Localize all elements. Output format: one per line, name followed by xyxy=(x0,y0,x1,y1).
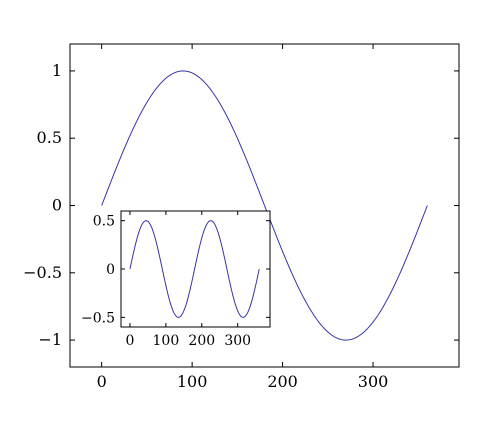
inset-plot-frame xyxy=(120,210,271,328)
inset-series-line xyxy=(129,220,260,318)
inset-x-tick-label: 300 xyxy=(224,333,251,349)
inset-plot: 0 100 200 300 −0.5 0 0.5 xyxy=(81,210,271,349)
main-ticks xyxy=(70,44,459,367)
inset-ticks xyxy=(121,211,270,327)
inset-x-tick-label: 0 xyxy=(126,333,135,349)
inset-x-tick-label: 200 xyxy=(188,333,215,349)
inset-plot-background xyxy=(121,211,270,327)
main-y-tick-label: −0.5 xyxy=(23,263,62,282)
main-y-tick-label: −1 xyxy=(38,330,62,349)
inset-y-tick-label: 0.5 xyxy=(93,214,115,230)
inset-x-tick-label: 100 xyxy=(153,333,180,349)
main-x-tick-label: 0 xyxy=(97,372,107,391)
inset-y-tick-label: 0 xyxy=(106,262,115,278)
inset-y-tick-label: −0.5 xyxy=(81,310,115,326)
main-plot: 0 100 200 300 −1 −0.5 0 0.5 1 xyxy=(23,43,460,391)
main-series-line xyxy=(101,70,428,341)
main-x-tick-label: 200 xyxy=(267,372,298,391)
main-y-tick-label: 0.5 xyxy=(37,128,62,147)
inset-tick-labels: 0 100 200 300 −0.5 0 0.5 xyxy=(81,214,251,349)
main-tick-labels: 0 100 200 300 −1 −0.5 0 0.5 1 xyxy=(23,61,388,391)
main-y-tick-label: 0 xyxy=(52,196,62,215)
main-x-tick-label: 300 xyxy=(358,372,389,391)
main-y-tick-label: 1 xyxy=(52,61,62,80)
main-x-tick-label: 100 xyxy=(177,372,208,391)
